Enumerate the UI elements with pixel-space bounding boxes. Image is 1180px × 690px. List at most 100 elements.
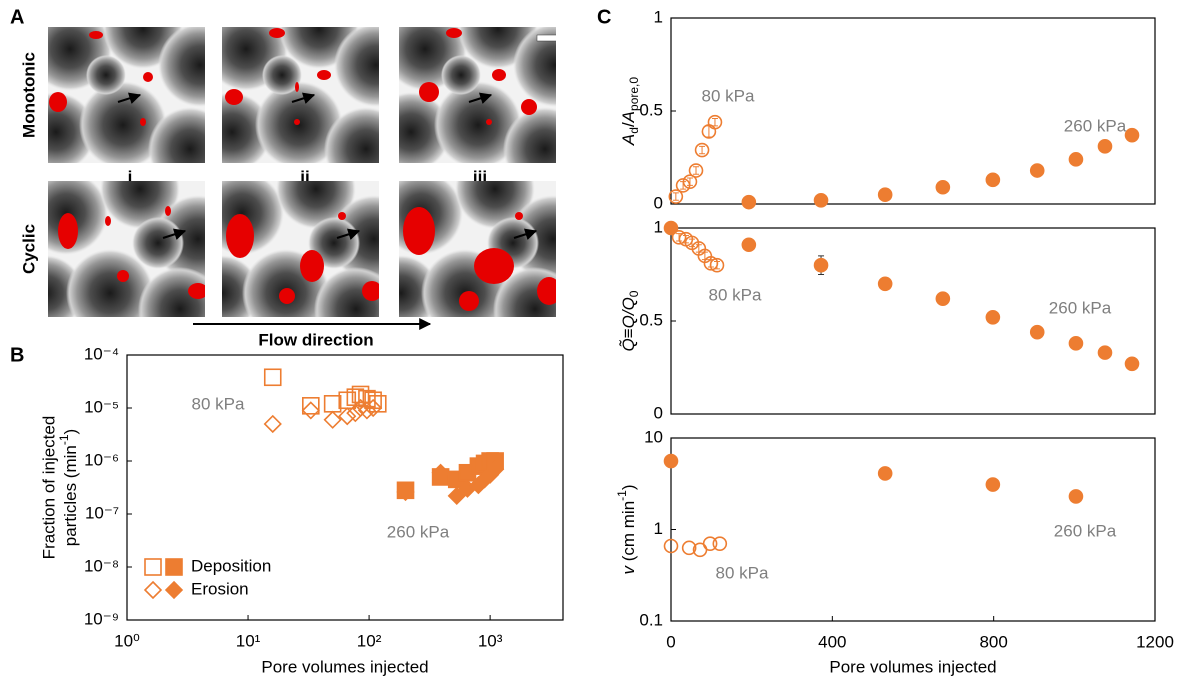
annotation: 80 kPa bbox=[192, 394, 245, 413]
marker bbox=[813, 257, 829, 273]
marker bbox=[985, 477, 1001, 492]
label-part: (cm min bbox=[619, 501, 638, 566]
annotation: 260 kPa bbox=[1064, 116, 1127, 135]
label-part: particles (min bbox=[61, 445, 80, 546]
label-part: / bbox=[619, 122, 638, 127]
y-tick-label: 0 bbox=[654, 403, 663, 422]
marker bbox=[1068, 152, 1084, 167]
y-axis-label: Fraction of injected bbox=[39, 416, 58, 560]
marker bbox=[1068, 489, 1084, 504]
y-tick-label: 10 bbox=[644, 427, 663, 446]
grain bbox=[503, 107, 556, 163]
marker bbox=[338, 407, 357, 426]
panel-label: C bbox=[597, 6, 611, 28]
deposit bbox=[362, 281, 379, 301]
error-bar bbox=[686, 177, 693, 186]
marker bbox=[681, 540, 697, 556]
y-tick-label: 10⁻⁵ bbox=[84, 397, 119, 416]
marker bbox=[1029, 324, 1045, 340]
plot-frame bbox=[670, 227, 1156, 415]
marker bbox=[351, 385, 370, 404]
scale-bar bbox=[536, 34, 556, 42]
grain bbox=[66, 249, 154, 317]
marker bbox=[707, 114, 723, 130]
grain bbox=[314, 267, 379, 317]
deposit bbox=[419, 82, 439, 102]
pointer-arrow bbox=[513, 228, 538, 240]
deposit bbox=[492, 69, 506, 81]
y-axis-label: particles (min-1) bbox=[57, 429, 80, 546]
x-axis-label: Pore volumes injected bbox=[261, 657, 428, 676]
micrograph bbox=[48, 27, 205, 163]
x-tick-label: 0 bbox=[666, 632, 675, 651]
deposit bbox=[403, 207, 435, 255]
y-tick-label: 1 bbox=[654, 217, 663, 236]
y-tick-label: 1 bbox=[654, 7, 663, 26]
legend-marker bbox=[143, 580, 163, 600]
deposit bbox=[49, 92, 67, 112]
marker bbox=[813, 192, 829, 208]
deposit bbox=[515, 212, 523, 220]
column-label: i bbox=[128, 167, 133, 186]
row-label: Cyclic bbox=[19, 224, 38, 274]
deposit bbox=[295, 82, 299, 92]
deposit bbox=[521, 99, 537, 115]
deposit bbox=[226, 214, 254, 258]
annotation: 80 kPa bbox=[709, 285, 762, 304]
y-tick-label: 0.1 bbox=[639, 610, 663, 629]
deposit bbox=[446, 28, 462, 38]
label-part: -1 bbox=[615, 490, 629, 501]
deposit bbox=[459, 291, 479, 311]
error-bar bbox=[672, 192, 679, 201]
marker bbox=[663, 220, 679, 236]
deposit bbox=[317, 70, 331, 80]
deposit bbox=[486, 119, 492, 125]
x-tick-label: 10⁰ bbox=[114, 631, 140, 650]
y-axis-label: Q̃≡Q/Q0 bbox=[618, 290, 641, 351]
deposit bbox=[143, 72, 153, 82]
micrograph bbox=[222, 27, 379, 163]
x-tick-label: 1200 bbox=[1136, 632, 1174, 651]
marker bbox=[323, 395, 342, 413]
error-bar bbox=[711, 117, 718, 127]
marker bbox=[741, 194, 757, 210]
label-part: d bbox=[627, 127, 641, 134]
marker bbox=[323, 410, 342, 429]
deposit bbox=[117, 270, 129, 282]
grain bbox=[334, 27, 379, 107]
x-tick-label: 10¹ bbox=[236, 631, 261, 650]
marker bbox=[346, 404, 365, 423]
y-tick-label: 10⁻⁴ bbox=[84, 344, 119, 363]
grain bbox=[324, 107, 379, 163]
grain bbox=[434, 81, 522, 163]
deposit bbox=[294, 119, 300, 125]
marker bbox=[363, 398, 383, 418]
grain bbox=[132, 217, 184, 269]
marker bbox=[357, 401, 377, 420]
label-part: 0 bbox=[627, 290, 641, 297]
micrograph bbox=[48, 181, 205, 317]
legend-marker bbox=[144, 558, 162, 576]
marker bbox=[1029, 163, 1045, 178]
legend-label: Deposition bbox=[191, 556, 271, 575]
x-tick-label: 400 bbox=[818, 632, 846, 651]
marker bbox=[263, 368, 282, 387]
grain bbox=[493, 267, 556, 317]
marker bbox=[663, 453, 679, 469]
annotation: 80 kPa bbox=[702, 86, 755, 105]
label-part: A bbox=[619, 111, 638, 123]
marker bbox=[351, 398, 370, 418]
marker bbox=[985, 309, 1001, 325]
micrograph bbox=[222, 181, 379, 317]
y-tick-label: 10⁻⁹ bbox=[84, 609, 119, 628]
marker bbox=[663, 538, 679, 554]
y-tick-label: 10⁻⁸ bbox=[84, 556, 119, 575]
label-part: ) bbox=[61, 429, 80, 435]
y-axis-label: Ad/Apore,0 bbox=[619, 77, 641, 146]
deposit bbox=[89, 31, 103, 39]
grain bbox=[86, 55, 126, 95]
deposit bbox=[140, 118, 146, 126]
y-tick-label: 10⁻⁷ bbox=[85, 503, 119, 522]
error-bar bbox=[713, 260, 720, 270]
